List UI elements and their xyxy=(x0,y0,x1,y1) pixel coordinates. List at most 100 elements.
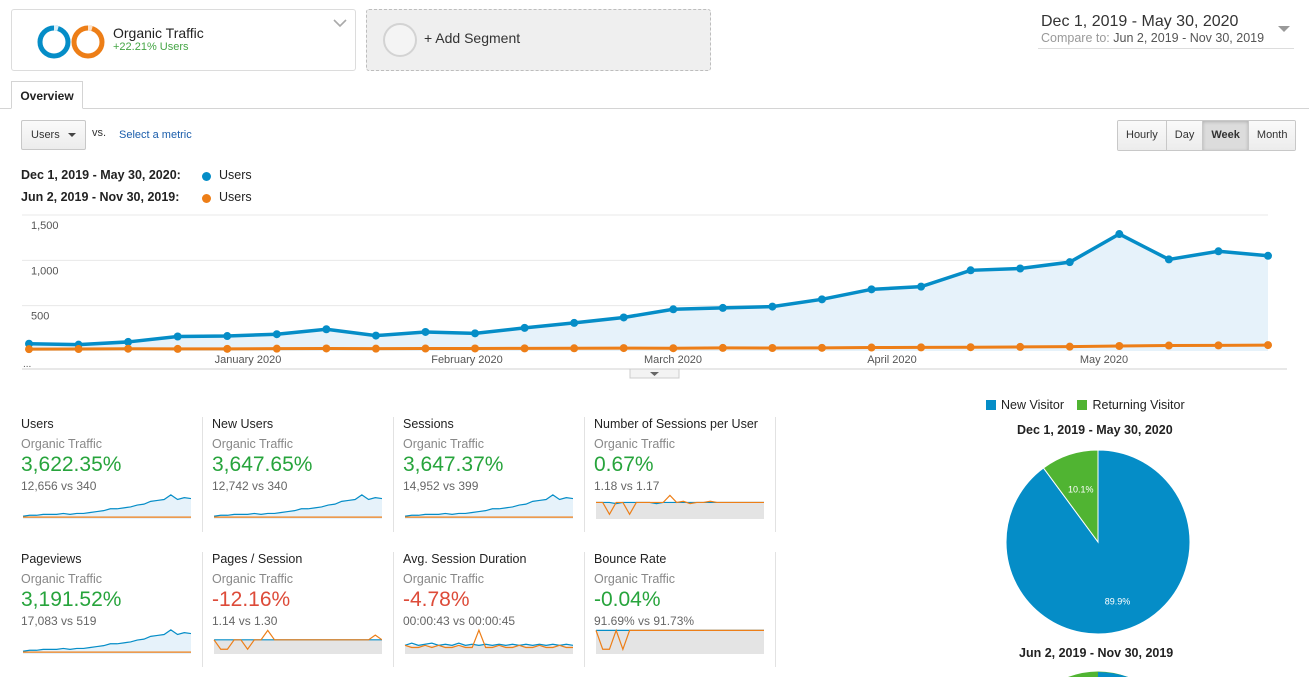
current-point[interactable] xyxy=(272,330,281,339)
legend-current-range: Dec 1, 2019 - May 30, 2020: xyxy=(21,168,181,182)
current-point[interactable] xyxy=(718,303,727,312)
pie-slice-returning-visitor[interactable] xyxy=(1042,449,1099,544)
segment-card[interactable]: Organic Traffic +22.21% Users xyxy=(11,9,356,71)
scorecard-metric-name: Pageviews xyxy=(21,552,82,566)
scorecard[interactable]: Avg. Session Duration Organic Traffic -4… xyxy=(403,552,585,667)
previous-point[interactable] xyxy=(74,345,83,354)
scorecard-segment: Organic Traffic xyxy=(594,437,676,451)
previous-point[interactable] xyxy=(1016,342,1025,351)
pie-slice-label: 10.1% xyxy=(1068,485,1094,495)
previous-point[interactable] xyxy=(173,344,182,353)
current-point[interactable] xyxy=(817,295,826,304)
previous-point[interactable] xyxy=(768,344,777,353)
collapse-chart-handle[interactable] xyxy=(629,368,680,379)
scorecard[interactable]: Pages / Session Organic Traffic -12.16% … xyxy=(212,552,394,667)
new-visitor-swatch xyxy=(986,400,996,410)
legend-previous: Jun 2, 2019 - Nov 30, 2019: Users xyxy=(21,190,321,206)
scorecard-sparkline xyxy=(595,628,764,654)
month-button[interactable]: Month xyxy=(1248,121,1296,150)
pie-legend-returning: Returning Visitor xyxy=(1092,398,1185,412)
scorecard-compare: 91.69% vs 91.73% xyxy=(594,614,695,628)
scorecard[interactable]: Number of Sessions per User Organic Traf… xyxy=(594,417,776,532)
previous-point[interactable] xyxy=(124,344,133,353)
current-point[interactable] xyxy=(1115,230,1124,239)
current-point[interactable] xyxy=(1214,247,1223,256)
previous-point[interactable] xyxy=(570,344,579,353)
sparkline-previous xyxy=(596,494,764,516)
current-point[interactable] xyxy=(520,323,529,332)
tab-overview[interactable]: Overview xyxy=(11,81,83,109)
previous-point[interactable] xyxy=(1214,341,1223,350)
previous-series-line xyxy=(28,343,1269,351)
sparkline-previous xyxy=(595,628,764,652)
scorecard[interactable]: Users Organic Traffic 3,622.35% 12,656 v… xyxy=(21,417,203,532)
current-point[interactable] xyxy=(1065,258,1074,267)
pie-legend-new: New Visitor xyxy=(1001,398,1064,412)
legend-current: Dec 1, 2019 - May 30, 2020: Users xyxy=(21,168,321,184)
previous-point[interactable] xyxy=(520,344,529,353)
current-point[interactable] xyxy=(1164,255,1173,264)
current-point[interactable] xyxy=(1016,264,1025,273)
previous-point[interactable] xyxy=(619,344,628,353)
previous-point[interactable] xyxy=(1065,342,1074,351)
previous-point[interactable] xyxy=(817,343,826,352)
chevron-down-icon[interactable] xyxy=(333,18,347,28)
current-point[interactable] xyxy=(322,325,331,334)
previous-point[interactable] xyxy=(223,344,232,353)
scorecard[interactable]: Sessions Organic Traffic 3,647.37% 14,95… xyxy=(403,417,585,532)
current-point[interactable] xyxy=(619,313,628,322)
scorecard[interactable]: New Users Organic Traffic 3,647.65% 12,7… xyxy=(212,417,394,532)
current-point[interactable] xyxy=(768,302,777,311)
previous-point[interactable] xyxy=(718,343,727,352)
add-segment-label: + Add Segment xyxy=(424,30,521,46)
current-point[interactable] xyxy=(917,282,926,291)
pie-title-previous: Jun 2, 2019 - Nov 30, 2019 xyxy=(1019,646,1174,660)
previous-point[interactable] xyxy=(25,345,33,354)
previous-point[interactable] xyxy=(867,343,876,352)
current-point[interactable] xyxy=(867,285,876,294)
current-point[interactable] xyxy=(421,327,430,336)
current-point[interactable] xyxy=(124,337,133,346)
current-point[interactable] xyxy=(371,331,380,340)
previous-point[interactable] xyxy=(1264,341,1272,350)
scorecard-change: 3,622.35% xyxy=(21,453,122,476)
scorecard[interactable]: Bounce Rate Organic Traffic -0.04% 91.69… xyxy=(594,552,776,667)
previous-point[interactable] xyxy=(322,344,331,353)
x-start-label: ... xyxy=(23,359,31,370)
visitor-pie-chart: 89.9% 10.1% xyxy=(1005,449,1191,635)
scorecard-compare: 14,952 vs 399 xyxy=(403,479,479,493)
scorecard[interactable]: Pageviews Organic Traffic 3,191.52% 17,0… xyxy=(21,552,203,667)
hourly-button[interactable]: Hourly xyxy=(1118,121,1167,150)
previous-point[interactable] xyxy=(917,343,926,352)
y-tick-label: 500 xyxy=(31,311,49,323)
previous-point[interactable] xyxy=(272,344,281,353)
current-point[interactable] xyxy=(223,332,232,341)
compare-value: Jun 2, 2019 - Nov 30, 2019 xyxy=(1113,31,1265,45)
current-point[interactable] xyxy=(471,329,480,338)
current-point[interactable] xyxy=(966,266,975,275)
previous-point[interactable] xyxy=(371,344,380,353)
add-segment-circle-icon xyxy=(383,23,417,57)
segment-donut-icon xyxy=(37,25,105,59)
previous-point[interactable] xyxy=(669,344,678,353)
metric-dropdown[interactable]: Users xyxy=(21,120,86,150)
day-button[interactable]: Day xyxy=(1166,121,1204,150)
scorecard-sparkline xyxy=(596,494,764,519)
week-button[interactable]: Week xyxy=(1203,121,1249,150)
vs-label: vs. xyxy=(92,127,107,139)
previous-point[interactable] xyxy=(421,344,430,353)
sparkline-current xyxy=(404,494,573,517)
select-metric-link[interactable]: Select a metric xyxy=(119,129,192,141)
current-point[interactable] xyxy=(173,332,182,341)
previous-point[interactable] xyxy=(1115,342,1124,351)
current-point[interactable] xyxy=(570,318,579,327)
previous-point[interactable] xyxy=(1164,341,1173,350)
scorecard-segment: Organic Traffic xyxy=(403,572,485,586)
previous-point[interactable] xyxy=(966,343,975,352)
add-segment-button[interactable]: + Add Segment xyxy=(366,9,711,71)
current-point[interactable] xyxy=(669,305,678,314)
current-point[interactable] xyxy=(1264,251,1272,260)
previous-point[interactable] xyxy=(471,344,480,353)
date-range-picker[interactable]: Dec 1, 2019 - May 30, 2020 Compare to: J… xyxy=(1038,11,1294,49)
scorecard-change: 3,647.65% xyxy=(212,453,313,476)
